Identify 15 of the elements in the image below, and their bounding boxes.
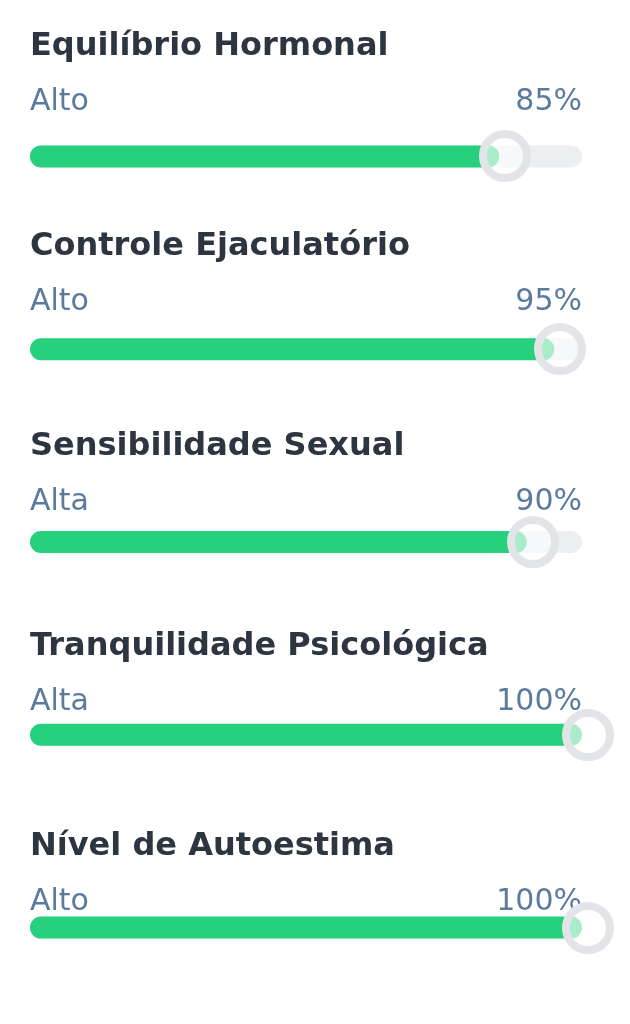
data-label: 85% [515,81,583,117]
y-tick-label: Nível de Autoestima [30,825,395,863]
data-label: 100% [496,881,583,917]
data-label: 95% [515,281,583,317]
y-tick-label: Tranquilidade Psicológica [30,625,489,663]
annotation: Alto [30,881,89,917]
data-label: 100% [496,681,583,717]
data-label: 90% [515,481,583,517]
annotation: Alta [30,681,90,717]
y-tick-label: Equilíbrio Hormonal [30,25,389,63]
annotation: Alto [30,81,89,117]
annotation: Alta [30,481,90,517]
y-tick-label: Sensibilidade Sexual [30,425,405,463]
annotation: Alto [30,281,89,317]
y-tick-label: Controle Ejaculatório [30,225,410,263]
